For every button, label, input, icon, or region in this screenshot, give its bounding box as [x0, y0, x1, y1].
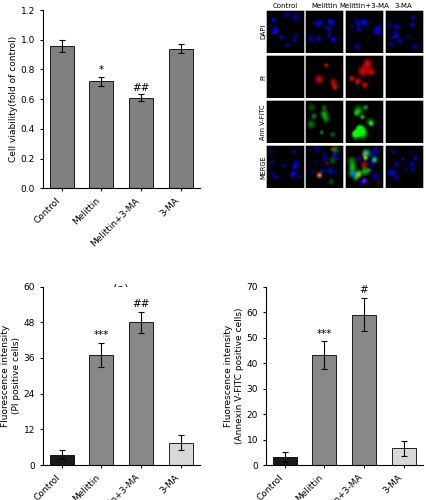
Bar: [272, 458, 296, 465]
Text: *: *: [98, 66, 104, 76]
Text: ##: ##: [132, 82, 150, 92]
Bar: [129, 98, 153, 188]
Bar: [50, 454, 73, 465]
Text: (a): (a): [113, 284, 129, 294]
Text: ***: ***: [93, 330, 109, 340]
Title: Melittin+3-MA: Melittin+3-MA: [338, 3, 388, 9]
Bar: [168, 48, 192, 188]
Y-axis label: Fluorescence intensity
(PI positive cells): Fluorescence intensity (PI positive cell…: [1, 324, 21, 427]
Text: ***: ***: [316, 329, 331, 339]
Bar: [312, 356, 336, 465]
Title: Control: Control: [271, 3, 296, 9]
Y-axis label: Ann V-FITC: Ann V-FITC: [259, 104, 265, 140]
Bar: [89, 355, 113, 465]
Text: (b): (b): [336, 194, 351, 204]
Title: Melittin: Melittin: [311, 3, 337, 9]
Y-axis label: Fluorescence intensity
(Annexin V-FITC positive cells): Fluorescence intensity (Annexin V-FITC p…: [224, 308, 243, 444]
Bar: [391, 448, 414, 465]
Bar: [168, 442, 192, 465]
Bar: [351, 314, 375, 465]
Bar: [89, 82, 113, 188]
Y-axis label: Cell viability(fold of control): Cell viability(fold of control): [9, 36, 18, 162]
Title: 3-MA: 3-MA: [394, 3, 412, 9]
Y-axis label: MERGE: MERGE: [259, 155, 265, 178]
Y-axis label: DAPI: DAPI: [259, 24, 265, 40]
Y-axis label: PI: PI: [259, 74, 265, 80]
Text: #: #: [359, 286, 368, 296]
Text: ##: ##: [132, 299, 150, 309]
Bar: [129, 322, 153, 465]
Bar: [50, 46, 73, 189]
